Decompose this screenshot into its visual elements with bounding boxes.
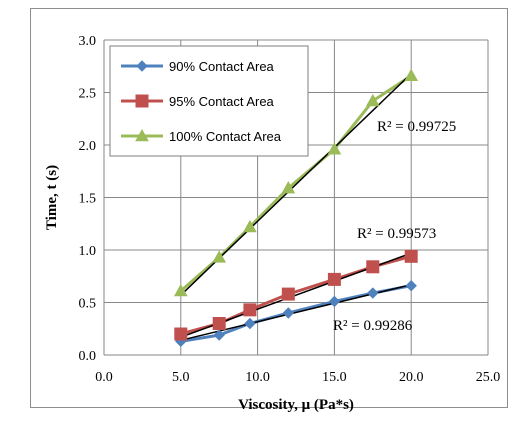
legend-label: 95% Contact Area	[169, 94, 275, 109]
x-tick-label: 0.0	[95, 370, 113, 385]
y-tick-label: 0.0	[79, 349, 97, 364]
data-point-100-contact-area	[173, 283, 188, 297]
x-tick-label: 25.0	[476, 370, 501, 385]
data-point-95-contact-area	[404, 249, 418, 263]
r2-label: R² = 0.99573	[357, 226, 436, 242]
data-point-100-contact-area	[212, 250, 227, 263]
y-tick-label: 1.5	[79, 192, 97, 207]
legend-marker-90-contact-area	[136, 60, 148, 72]
legend-label: 100% Contact Area	[169, 129, 282, 144]
data-point-90-contact-area	[213, 329, 225, 341]
legend-marker-100-contact-area	[135, 128, 149, 142]
data-point-90-contact-area	[244, 317, 256, 330]
x-tick-label: 20.0	[399, 370, 424, 385]
data-point-95-contact-area	[327, 272, 341, 286]
y-tick-label: 0.5	[79, 297, 97, 312]
data-point-100-contact-area	[327, 142, 342, 155]
data-point-95-contact-area	[281, 287, 295, 301]
y-tick-label: 2.0	[79, 139, 97, 154]
data-point-95-contact-area	[212, 317, 226, 330]
data-point-90-contact-area	[282, 307, 295, 319]
data-point-95-contact-area	[366, 260, 380, 274]
y-tick-label: 3.0	[79, 34, 97, 49]
data-point-90-contact-area	[367, 287, 379, 299]
r2-label: R² = 0.99286	[333, 318, 413, 334]
x-tick-label: 15.0	[322, 370, 347, 385]
data-point-95-contact-area	[243, 303, 257, 317]
x-axis-title: Viscosity, μ (Pa*s)	[238, 397, 354, 413]
data-point-90-contact-area	[405, 279, 417, 292]
data-point-95-contact-area	[174, 327, 188, 341]
y-tick-label: 2.5	[79, 87, 97, 102]
data-point-90-contact-area	[328, 295, 341, 308]
data-point-100-contact-area	[281, 181, 296, 194]
legend-marker-95-contact-area	[135, 94, 149, 108]
x-tick-label: 10.0	[245, 370, 270, 385]
y-axis-title: Time, t (s)	[44, 165, 60, 230]
data-point-100-contact-area	[365, 93, 380, 107]
y-tick-label: 1.0	[79, 244, 97, 259]
x-tick-label: 5.0	[172, 370, 190, 385]
data-point-100-contact-area	[404, 68, 419, 81]
data-point-100-contact-area	[243, 219, 257, 233]
r2-label: R² = 0.99725	[377, 119, 456, 135]
legend-label: 90% Contact Area	[169, 59, 275, 74]
